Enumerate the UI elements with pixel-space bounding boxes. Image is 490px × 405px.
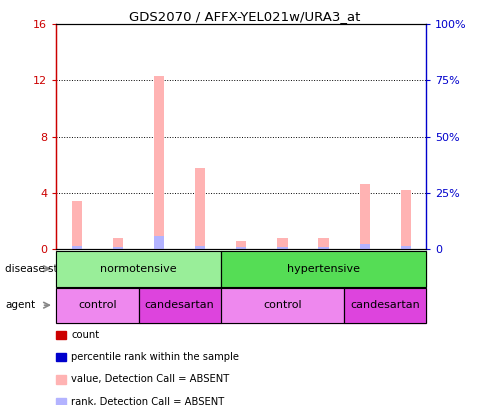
Text: control: control	[78, 301, 117, 310]
Bar	[154, 237, 164, 249]
Text: rank, Detection Call = ABSENT: rank, Detection Call = ABSENT	[71, 397, 224, 405]
Bar	[318, 238, 329, 249]
Bar	[113, 247, 123, 249]
Bar	[277, 247, 288, 249]
Text: normotensive: normotensive	[100, 264, 177, 274]
Bar	[401, 190, 411, 249]
Text: candesartan: candesartan	[350, 301, 420, 310]
Bar	[318, 247, 329, 249]
Text: value, Detection Call = ABSENT: value, Detection Call = ABSENT	[71, 375, 229, 384]
Bar	[154, 76, 164, 249]
Bar	[277, 238, 288, 249]
Text: candesartan: candesartan	[145, 301, 215, 310]
Bar	[401, 246, 411, 249]
Bar	[195, 168, 205, 249]
Text: disease state: disease state	[5, 264, 74, 274]
Bar	[195, 246, 205, 249]
Bar	[236, 241, 246, 249]
Bar	[113, 238, 123, 249]
Bar	[72, 245, 82, 249]
Bar	[236, 247, 246, 249]
Text: GDS2070 / AFFX-YEL021w/URA3_at: GDS2070 / AFFX-YEL021w/URA3_at	[129, 10, 361, 23]
Text: hypertensive: hypertensive	[287, 264, 360, 274]
Text: control: control	[263, 301, 302, 310]
Text: agent: agent	[5, 301, 35, 310]
Text: count: count	[71, 330, 99, 340]
Bar	[360, 184, 370, 249]
Bar	[360, 244, 370, 249]
Text: percentile rank within the sample: percentile rank within the sample	[71, 352, 239, 362]
Bar	[72, 201, 82, 249]
